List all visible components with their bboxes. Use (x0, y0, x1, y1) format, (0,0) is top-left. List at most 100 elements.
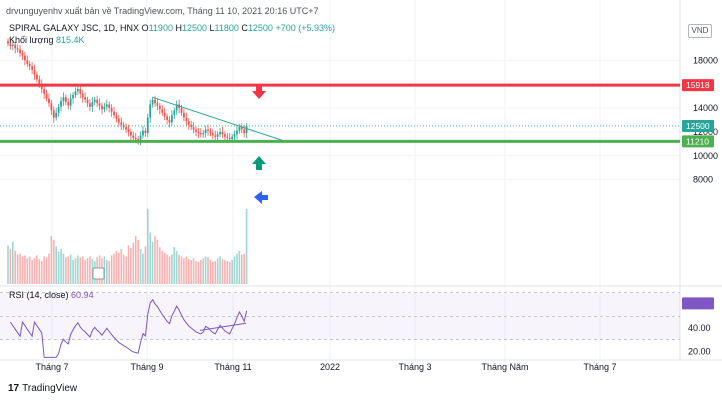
price-level-badge (682, 135, 714, 148)
volume-bar (197, 261, 200, 284)
arrow-down-icon (252, 85, 266, 99)
volume-bar (226, 261, 229, 284)
volume-bar (204, 256, 207, 284)
candle-body (67, 102, 70, 106)
volume-bar (202, 258, 205, 284)
rsi-current-badge (682, 297, 714, 310)
tradingview-brand[interactable]: 17 TradingView (8, 383, 77, 394)
volume-bar (163, 252, 166, 284)
candle-body (72, 94, 74, 99)
candle-body (21, 53, 24, 56)
candle-body (50, 103, 53, 111)
price-levels (0, 83, 680, 143)
x-tick-label: Tháng Năm (481, 362, 528, 372)
volume-bar (228, 261, 231, 284)
volume-bar (81, 256, 84, 284)
arrow-left-icon (254, 191, 268, 204)
volume-bar (243, 253, 245, 284)
volume-bar (171, 254, 173, 284)
volume-bar (40, 261, 43, 284)
volume-label: Khối lượng (9, 35, 54, 45)
volume-bar (175, 250, 178, 284)
arrow-up-icon (252, 156, 266, 170)
candle-body (33, 69, 36, 75)
volume-bar (216, 258, 219, 284)
volume-bar (132, 242, 135, 284)
candle-body (16, 48, 19, 50)
earnings-marker-icon (92, 267, 105, 280)
candle-body (130, 131, 132, 136)
volume-bar (212, 261, 214, 284)
volume-bar (106, 260, 108, 284)
candle-body (86, 99, 89, 104)
volume-legend: Khối lượng 815.4K (9, 35, 85, 45)
close-value: 12500 (247, 23, 273, 33)
candle-body (137, 139, 140, 141)
volume-bar (240, 254, 243, 284)
candle-body (105, 104, 108, 107)
volume-bar (89, 256, 91, 284)
x-tick-label: Tháng 7 (583, 362, 616, 372)
currency-badge[interactable]: VND (688, 24, 712, 38)
rsi-legend: RSI (14, close) 60.94 (9, 290, 94, 300)
candle-body (192, 127, 195, 130)
candle-body (238, 127, 241, 131)
candle-body (125, 127, 127, 130)
volume-bar (168, 256, 171, 284)
candle-body (48, 98, 50, 104)
candle-body (144, 130, 147, 134)
candle-body (108, 104, 111, 109)
candle-body (219, 131, 221, 135)
candle-body (101, 105, 103, 110)
volume-bar (151, 241, 154, 284)
candle-body (221, 131, 224, 135)
x-tick-label: Tháng 7 (35, 362, 68, 372)
candle-body (110, 108, 113, 112)
candle-body (175, 104, 178, 111)
volume-bar (231, 260, 233, 284)
candle-body (173, 110, 176, 116)
price-tick-label: 10000 (693, 151, 718, 161)
candle-body (9, 43, 12, 46)
candle-body (38, 79, 41, 85)
candle-body (115, 115, 118, 119)
volume-bar (21, 256, 24, 284)
rsi-label: RSI (14, close) (9, 290, 69, 300)
volume-bar (33, 258, 36, 284)
volume-bar (79, 257, 82, 284)
volume-bar (187, 259, 190, 284)
candle-body (231, 136, 234, 140)
axes: 1800014000120001000080001591812500112106… (35, 55, 718, 372)
low-value: 11800 (214, 23, 239, 33)
candle-body (81, 93, 84, 98)
volume-bar (146, 208, 149, 284)
candle-body (127, 129, 130, 132)
volume-bar (26, 258, 29, 284)
candle-body (214, 135, 217, 137)
volume-bar (14, 250, 17, 284)
volume-bar (195, 261, 197, 284)
candle-body (74, 91, 77, 95)
candle-body (245, 125, 248, 134)
candle-body (202, 133, 205, 135)
volume-bar (221, 259, 224, 284)
volume-bar (209, 260, 212, 284)
candle-body (183, 112, 185, 118)
candle-body (211, 133, 214, 136)
x-tick-label: Tháng 3 (398, 362, 431, 372)
candle-body (197, 131, 200, 134)
candle-body (168, 119, 171, 123)
candle-body (209, 130, 212, 134)
candle-body (69, 98, 72, 106)
volume-bar (190, 260, 192, 284)
volume-bar (139, 249, 142, 284)
volume-bar (159, 247, 161, 284)
volume-bar (12, 241, 14, 284)
price-level-label: 15918 (686, 80, 710, 90)
candle-body (23, 55, 26, 61)
candle-body (151, 99, 154, 105)
volume-bar (60, 249, 62, 284)
volume-bar (207, 257, 209, 284)
volume-bar (36, 255, 38, 284)
